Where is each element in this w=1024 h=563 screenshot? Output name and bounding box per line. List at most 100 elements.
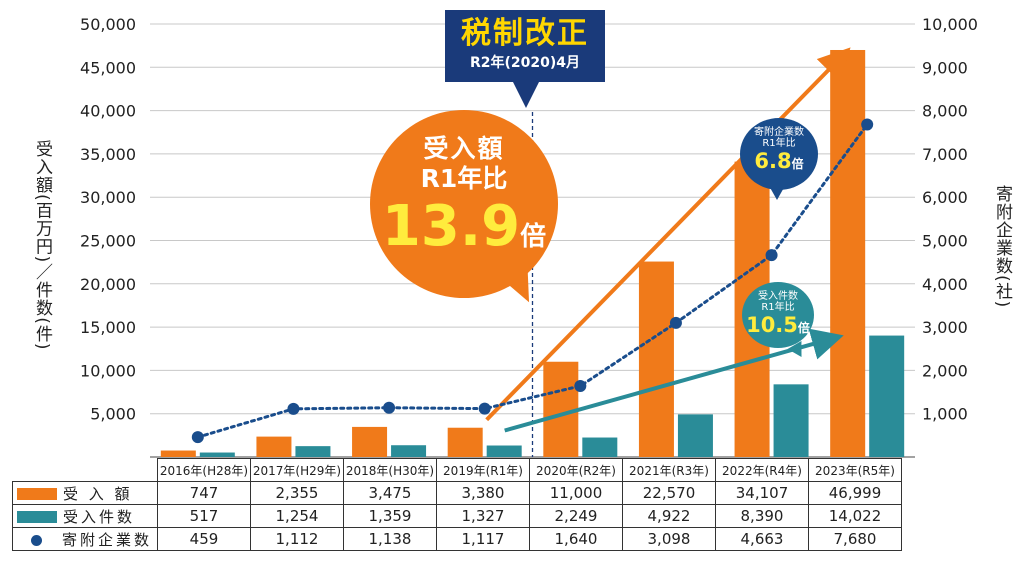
companies-point	[765, 249, 778, 262]
table-row-label: 寄附企業数	[12, 527, 158, 551]
amount-bubble-line2: R1年比	[420, 164, 508, 193]
table-column-header: 2016年(H28年)	[157, 458, 251, 482]
companies-point	[383, 401, 396, 414]
table-cell: 14,022	[808, 504, 902, 528]
table-cell: 1,254	[250, 504, 344, 528]
table-cell: 517	[157, 504, 251, 528]
bar-count	[295, 446, 331, 457]
table-column-header: 2019年(R1年)	[436, 458, 530, 482]
amount-ratio-value: 13.9	[381, 194, 521, 259]
companies-ratio-bubble: 寄附企業数 R1年比 6.8倍	[740, 118, 818, 190]
count-ratio-bubble: 受入件数 R1年比 10.5倍	[742, 282, 814, 348]
y-left-tick-label: 40,000	[80, 102, 136, 121]
y-right-tick-label: 7,000	[922, 145, 968, 164]
table-cell: 1,327	[436, 504, 530, 528]
companies-point	[478, 402, 491, 415]
y-right-tick-label: 6,000	[922, 188, 968, 207]
companies-bubble-line1: 寄附企業数	[754, 127, 804, 138]
table-cell: 3,475	[343, 481, 437, 505]
table-cell: 7,680	[808, 527, 902, 551]
y-right-tick-label: 10,000	[922, 15, 978, 34]
legend-label: 受 入 額	[63, 484, 133, 503]
table-cell: 1,359	[343, 504, 437, 528]
y-left-tick-label: 35,000	[80, 145, 136, 164]
legend-swatch	[31, 534, 42, 546]
amount-bubble-line1: 受入額	[423, 134, 505, 163]
legend-swatch	[17, 511, 57, 523]
bar-count	[773, 384, 809, 457]
table-body: 受 入 額 747 2,355 3,475 3,380 11,000 22,570 34,10…	[12, 481, 902, 551]
y-left-tick-label: 10,000	[80, 361, 136, 380]
bar-count	[391, 445, 427, 457]
bar-count	[199, 452, 235, 457]
y-left-tick-label: 5,000	[90, 405, 136, 424]
bar-amount	[160, 450, 196, 457]
table-column-header: 2017年(H29年)	[250, 458, 344, 482]
count-bubble-line2: R1年比	[761, 302, 795, 313]
table-cell: 747	[157, 481, 251, 505]
bar-count	[486, 445, 522, 457]
companies-ratio-value: 6.8	[754, 149, 792, 173]
bar-count	[677, 414, 713, 457]
table-row: 寄附企業数 459 1,112 1,138 1,117 1,640 3,098 4,663 7,…	[12, 527, 902, 551]
table-column-header: 2023年(R5年)	[808, 458, 902, 482]
bar-count	[869, 335, 905, 457]
y-left-tick-label: 20,000	[80, 275, 136, 294]
table-cell: 2,249	[529, 504, 623, 528]
count-ratio-value: 10.5	[746, 313, 798, 337]
y-right-tick-label: 9,000	[922, 58, 968, 77]
table-cell: 4,663	[715, 527, 809, 551]
bar-amount	[638, 261, 674, 457]
table-row-label: 受入件数	[12, 504, 158, 528]
companies-point	[574, 379, 587, 392]
y-right-tick-label: 3,000	[922, 318, 968, 337]
y-right-tick-label: 1,000	[922, 405, 968, 424]
y-axis-right-title: 寄附企業数(社)	[992, 185, 1012, 309]
table-column-header: 2022年(R4年)	[715, 458, 809, 482]
companies-line	[196, 122, 869, 439]
table-cell: 46,999	[808, 481, 902, 505]
count-trend-arrow	[504, 328, 844, 433]
y-right-tick-label: 4,000	[922, 275, 968, 294]
table-column-header: 2021年(R3年)	[622, 458, 716, 482]
table-header-row: 2016年(H28年) 2017年(H29年) 2018年(H30年) 2019年(R…	[13, 458, 902, 482]
y-left-tick-label: 45,000	[80, 58, 136, 77]
table-row: 受 入 額 747 2,355 3,475 3,380 11,000 22,570 34,10…	[12, 481, 902, 505]
table-cell: 1,640	[529, 527, 623, 551]
y-right-tick-label: 2,000	[922, 361, 968, 380]
table-cell: 11,000	[529, 481, 623, 505]
bar-amount	[256, 436, 292, 457]
table-cell: 3,380	[436, 481, 530, 505]
tax-reform-date: R2年(2020)4月	[469, 55, 581, 71]
companies-point	[669, 316, 682, 329]
companies-point	[287, 402, 300, 415]
table-row: 受入件数 517 1,254 1,359 1,327 2,249 4,922 8,390 14,…	[12, 504, 902, 528]
table-column-header: 2018年(H30年)	[343, 458, 437, 482]
table-cell: 3,098	[622, 527, 716, 551]
table-row-label: 受 入 額	[12, 481, 158, 505]
legend-label: 受入件数	[63, 507, 136, 526]
y-axis-left-title: 受入額(百万円)／件数(件)	[32, 140, 52, 351]
count-bubble-line1: 受入件数	[758, 291, 798, 302]
table-cell: 1,112	[250, 527, 344, 551]
table-cell: 459	[157, 527, 251, 551]
table-corner	[13, 459, 158, 482]
legend-label: 寄附企業数	[62, 530, 153, 549]
legend-swatch	[17, 488, 57, 500]
table-column-header: 2020年(R2年)	[529, 458, 623, 482]
table-cell: 2,355	[250, 481, 344, 505]
companies-point	[191, 431, 204, 444]
y-left-tick-label: 50,000	[80, 15, 136, 34]
y-left-tick-label: 30,000	[80, 188, 136, 207]
bar-amount	[447, 427, 483, 457]
count-ratio-unit: 倍	[797, 321, 810, 335]
table-cell: 1,117	[436, 527, 530, 551]
tax-reform-title: 税制改正	[461, 16, 589, 51]
bar-amount	[352, 426, 388, 457]
bar-amount	[543, 361, 579, 457]
tax-reform-pointer	[513, 82, 539, 108]
companies-point	[861, 118, 874, 131]
amount-trend-arrow	[485, 47, 851, 422]
table-cell: 8,390	[715, 504, 809, 528]
